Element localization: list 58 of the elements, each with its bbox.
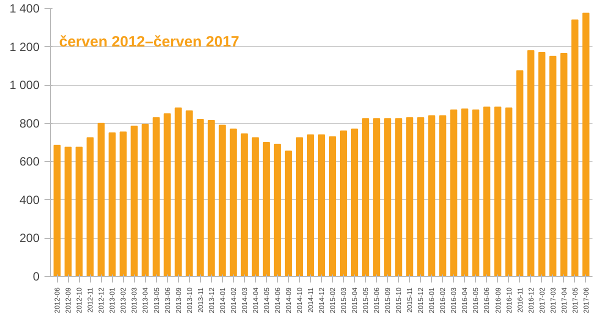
bar xyxy=(340,130,348,276)
bar xyxy=(164,113,171,276)
bar xyxy=(450,109,458,276)
y-tick-label: 400 xyxy=(19,192,40,207)
bar xyxy=(230,128,237,276)
bar xyxy=(54,144,61,276)
text: červen 2012–červen 2017 xyxy=(59,34,240,50)
y-tick-label: 600 xyxy=(19,154,40,169)
bar xyxy=(174,108,182,276)
bar xyxy=(461,108,468,276)
bar xyxy=(306,134,314,276)
bar xyxy=(571,19,578,276)
y-tick-label: 200 xyxy=(19,231,40,246)
bar xyxy=(120,131,127,276)
bar xyxy=(582,12,590,276)
y-tick-label: 1 000 xyxy=(9,78,40,92)
bar xyxy=(538,52,546,276)
bar xyxy=(240,133,248,276)
bar xyxy=(417,117,424,276)
bar xyxy=(439,115,446,276)
bar xyxy=(351,128,358,276)
bar xyxy=(328,136,336,276)
y-tick-label: 800 xyxy=(19,116,40,130)
bar xyxy=(384,118,392,276)
bar xyxy=(262,142,270,276)
y-tick-label: 1 200 xyxy=(9,40,40,54)
bar xyxy=(76,146,83,276)
bar xyxy=(516,70,524,276)
bar xyxy=(108,132,116,276)
bar xyxy=(395,118,402,276)
bar xyxy=(98,122,105,276)
bar xyxy=(218,124,226,276)
bar xyxy=(196,119,204,276)
bar xyxy=(284,150,292,276)
y-tick-label: 0 xyxy=(32,270,40,284)
bar xyxy=(362,118,370,276)
bar xyxy=(86,137,94,276)
bar xyxy=(560,52,568,276)
bar xyxy=(186,110,193,276)
bar xyxy=(406,117,414,276)
bar xyxy=(527,50,534,276)
bar xyxy=(373,118,380,276)
y-tick-label: 1 400 xyxy=(9,2,40,16)
bar xyxy=(130,126,138,276)
bar xyxy=(64,146,72,276)
bar xyxy=(505,108,512,276)
bar xyxy=(494,106,502,276)
bar xyxy=(549,56,556,276)
bar xyxy=(208,120,215,276)
bar xyxy=(274,144,281,276)
bar xyxy=(152,117,160,276)
bar xyxy=(428,115,436,276)
bar xyxy=(472,109,480,276)
bar xyxy=(296,137,303,276)
bar xyxy=(142,124,149,276)
bar xyxy=(318,134,326,276)
bar xyxy=(483,106,490,276)
bar xyxy=(252,137,259,276)
